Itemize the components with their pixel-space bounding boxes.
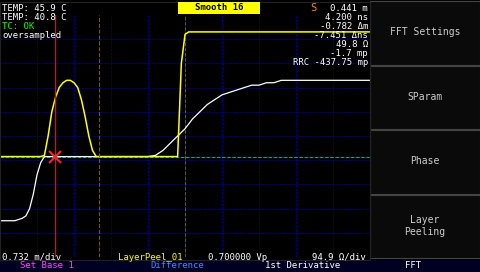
Bar (0, 2, 370, 260)
Text: RRC -437.75 mp: RRC -437.75 mp (293, 58, 368, 67)
Text: LayerPeel_01: LayerPeel_01 (118, 252, 182, 261)
Bar (0, 260, 480, 272)
Text: -1.7 mp: -1.7 mp (330, 49, 368, 58)
Text: 49.8 Ω: 49.8 Ω (336, 40, 368, 49)
Text: 94.9 Ω/div: 94.9 Ω/div (312, 252, 366, 261)
Text: S: S (310, 3, 316, 13)
Text: -0.782 Δm: -0.782 Δm (320, 22, 368, 31)
Bar (370, 1, 480, 64)
Text: 1st Derivative: 1st Derivative (265, 261, 340, 270)
Text: Phase: Phase (410, 156, 440, 166)
Text: TEMP: 45.9 C: TEMP: 45.9 C (2, 4, 67, 13)
Text: Set Base 1: Set Base 1 (20, 261, 74, 270)
Bar (370, 194, 480, 258)
Text: 0.732 m/div: 0.732 m/div (2, 252, 61, 261)
Bar (370, 130, 480, 193)
Bar (370, 66, 480, 129)
Text: Smooth 16: Smooth 16 (195, 4, 243, 13)
Text: 0.441 m: 0.441 m (330, 4, 368, 13)
Text: 4.200 ns: 4.200 ns (325, 13, 368, 22)
Bar (178, 2, 260, 14)
Text: Difference: Difference (150, 261, 204, 270)
Text: oversampled: oversampled (2, 31, 61, 40)
Text: TEMP: 40.8 C: TEMP: 40.8 C (2, 13, 67, 22)
Text: Layer
Peeling: Layer Peeling (405, 215, 445, 237)
Text: FFT: FFT (405, 261, 421, 270)
Text: SParam: SParam (408, 92, 443, 102)
Text: -7.451 Δns: -7.451 Δns (314, 31, 368, 40)
Text: TC: OK: TC: OK (2, 22, 34, 31)
Text: 0.700000 Vp: 0.700000 Vp (208, 252, 267, 261)
Text: FFT Settings: FFT Settings (390, 27, 460, 37)
